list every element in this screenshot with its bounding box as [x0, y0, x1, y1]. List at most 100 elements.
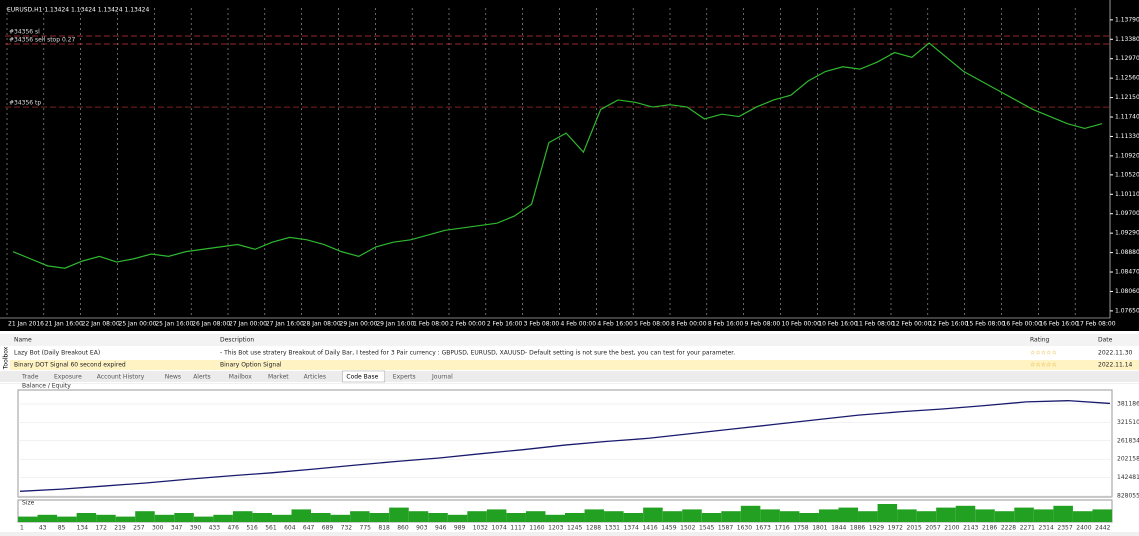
size-bar: [486, 509, 507, 522]
x-tick-label: 2314: [1039, 525, 1054, 532]
x-tick-label: 2100: [944, 525, 959, 532]
toolbox-label: Toolbox: [3, 346, 10, 370]
size-bar: [936, 507, 956, 522]
size-bar: [18, 516, 38, 522]
x-tick-label: 1416: [642, 525, 657, 532]
x-tick-label: 2228: [1001, 525, 1016, 532]
size-bar: [232, 511, 253, 522]
x-tick-label: 10 Feb 16:00: [818, 321, 858, 328]
x-tick-label: 27 Jan 00:00: [229, 321, 267, 328]
cell: 2022.11.30: [1098, 350, 1133, 357]
tab[interactable]: Experts: [393, 374, 416, 381]
x-tick-label: 1972: [888, 525, 903, 532]
size-bar: [877, 504, 898, 522]
size-bar: [76, 513, 97, 522]
column-header: Date: [1098, 337, 1113, 344]
tab[interactable]: News: [165, 374, 181, 381]
rating-stars: ☆☆☆☆☆: [1030, 350, 1057, 357]
size-bar: [350, 511, 370, 522]
x-tick-label: 775: [360, 525, 372, 532]
x-tick-label: 1117: [510, 525, 525, 532]
cell: Binary Option Signal: [220, 362, 282, 369]
y-tick-label: 3811868: [1117, 400, 1139, 407]
y-tick-label: 828055: [1117, 492, 1139, 499]
x-tick-label: 476: [227, 525, 239, 532]
x-tick-label: 2 Feb 16:00: [487, 321, 523, 328]
x-tick-label: 2271: [1020, 525, 1035, 532]
y-tick-label: 1.08880: [1115, 249, 1139, 256]
size-bar: [525, 511, 546, 522]
y-tick-label: 1.08470: [1115, 269, 1139, 276]
x-tick-label: 29 Jan 00:00: [340, 321, 378, 328]
y-tick-label: 1.10920: [1115, 152, 1139, 159]
size-bar: [389, 507, 409, 522]
tab[interactable]: Market: [268, 374, 289, 381]
x-tick-label: 1459: [661, 525, 676, 532]
size-bar: [506, 513, 526, 522]
y-tick-label: 3215106: [1117, 419, 1139, 426]
y-tick-label: 1.12150: [1115, 94, 1139, 101]
tab[interactable]: Articles: [304, 374, 326, 381]
size-bar: [779, 511, 800, 522]
column-header: Description: [220, 337, 254, 344]
size-bar: [135, 511, 155, 522]
x-tick-label: 1929: [869, 525, 884, 532]
x-tick-label: 1801: [812, 525, 827, 532]
size-bar: [858, 511, 878, 522]
size-bar: [975, 509, 995, 522]
tab[interactable]: Account History: [97, 374, 145, 381]
x-tick-label: 818: [378, 525, 390, 532]
selected-row-bg: [10, 360, 1139, 370]
x-tick-label: 2057: [925, 525, 940, 532]
size-bar: [311, 513, 331, 522]
x-tick-label: 433: [209, 525, 221, 532]
x-tick-label: 689: [322, 525, 334, 532]
x-tick-label: 5 Feb 08:00: [634, 321, 670, 328]
y-tick-label: 1.11330: [1115, 133, 1139, 140]
size-bar: [447, 514, 468, 522]
size-bar: [604, 511, 624, 522]
y-tick-label: 1.07650: [1115, 307, 1139, 314]
size-bar: [271, 514, 292, 522]
x-tick-label: 22 Jan 08:00: [82, 321, 120, 328]
y-tick-label: 2618343: [1117, 437, 1139, 444]
x-tick-label: 26 Jan 08:00: [192, 321, 230, 328]
x-tick-label: 989: [454, 525, 466, 532]
size-bar: [213, 514, 233, 522]
x-tick-label: 16 Feb 16:00: [1039, 321, 1079, 328]
symbol-label: EURUSD,H1 1.13424 1.13424 1.13424 1.1342…: [7, 7, 149, 14]
x-tick-label: 2186: [982, 525, 997, 532]
tab[interactable]: Journal: [431, 374, 453, 381]
tab[interactable]: Code Base: [346, 374, 378, 381]
x-tick-label: 1374: [624, 525, 639, 532]
y-tick-label: 1.11740: [1115, 114, 1139, 121]
y-tick-label: 1.13380: [1115, 36, 1139, 43]
tab[interactable]: Exposure: [54, 374, 82, 381]
tab[interactable]: Alerts: [193, 374, 210, 381]
x-tick-label: 2400: [1076, 525, 1091, 532]
column-header: Name: [14, 337, 32, 344]
x-tick-label: 17 Feb 08:00: [1076, 321, 1116, 328]
x-tick-label: 1844: [831, 525, 846, 532]
size-bar: [740, 505, 761, 522]
size-bar: [565, 513, 585, 522]
x-tick-label: 732: [341, 525, 353, 532]
x-tick-label: 300: [152, 525, 164, 532]
size-bar: [174, 513, 194, 522]
table-header-bg: [0, 334, 1139, 346]
x-tick-label: 28 Jan 08:00: [303, 321, 341, 328]
tab[interactable]: Mailbox: [229, 374, 252, 381]
price-line: [12, 42, 1103, 269]
size-bar: [57, 516, 77, 522]
x-tick-label: 2442: [1095, 525, 1110, 532]
x-tick-label: 2143: [963, 525, 978, 532]
x-tick-label: 15 Feb 08:00: [966, 321, 1006, 328]
balance-line: [19, 400, 1111, 492]
x-tick-label: 11 Feb 08:00: [855, 321, 895, 328]
x-tick-label: 8 Feb 00:00: [671, 321, 707, 328]
cell: Binary DOT Signal 60 second expired: [14, 362, 126, 369]
tab[interactable]: Trade: [21, 374, 39, 381]
x-tick-label: 647: [303, 525, 315, 532]
